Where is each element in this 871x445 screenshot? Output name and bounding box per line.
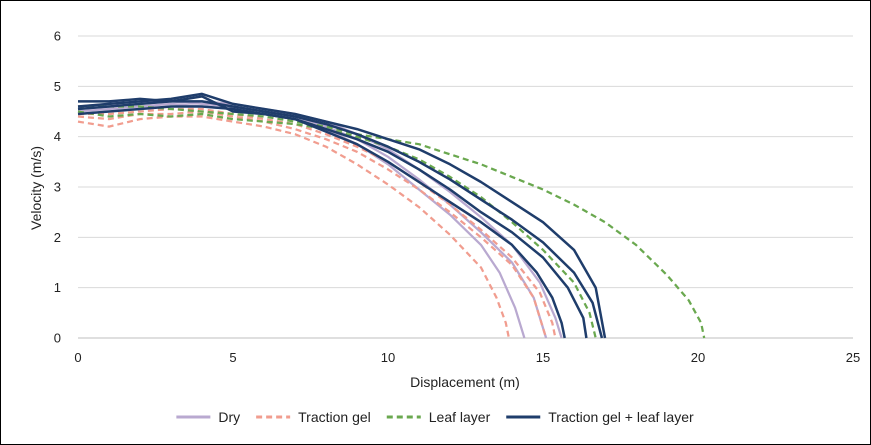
x-axis-title: Displacement (m): [410, 374, 520, 390]
x-tick-label: 15: [536, 350, 550, 365]
y-tick-label: 5: [54, 79, 61, 94]
y-tick-label: 2: [54, 230, 61, 245]
series-line-dry: [77, 102, 526, 339]
y-tick-label: 1: [54, 280, 61, 295]
legend: Dry Traction gel Leaf layer Traction gel + …: [176, 409, 694, 425]
legend-label-dry: Dry: [218, 409, 240, 425]
legend-label-traction-gel: Traction gel: [298, 409, 371, 425]
x-tick-label: 5: [229, 350, 236, 365]
y-tick-label: 0: [54, 331, 61, 346]
series-line-traction-gel: [78, 107, 557, 339]
series-line-traction-gel-leaf-layer: [77, 100, 604, 339]
series-line-leaf-layer: [77, 110, 597, 339]
legend-label-traction-gel-leaf-layer: Traction gel + leaf layer: [548, 409, 694, 425]
x-tick-label: 25: [846, 350, 860, 365]
grid-layer: [78, 35, 853, 339]
series-line-traction-gel-leaf-layer: [77, 105, 588, 339]
y-tick-label: 4: [54, 129, 61, 144]
x-tick-labels: 0 5 10 15 20 25: [74, 350, 860, 365]
y-tick-labels: 0 1 2 3 4 5 6: [54, 29, 61, 346]
series-layer: [77, 92, 706, 339]
y-tick-label: 3: [54, 180, 61, 195]
series-line-traction-gel-leaf-layer: [78, 95, 566, 339]
series-line-traction-gel: [77, 110, 548, 339]
y-tick-label: 6: [54, 29, 61, 44]
x-tick-label: 0: [74, 350, 81, 365]
legend-label-leaf-layer: Leaf layer: [429, 409, 491, 425]
x-tick-label: 20: [691, 350, 705, 365]
series-line-traction-gel: [77, 115, 511, 339]
series-line-traction-gel-leaf-layer: [77, 92, 607, 339]
y-axis-title: Velocity (m/s): [28, 146, 44, 230]
x-tick-label: 10: [381, 350, 395, 365]
series-line-leaf-layer: [78, 105, 706, 339]
